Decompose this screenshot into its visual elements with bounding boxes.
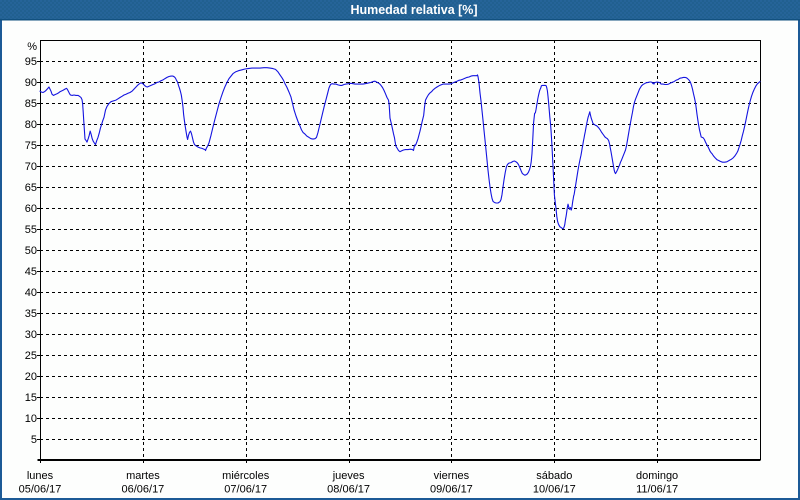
svg-text:75: 75 [25,140,37,152]
svg-text:11/06/17: 11/06/17 [636,484,678,496]
svg-text:lunes: lunes [27,470,54,482]
svg-text:40: 40 [25,287,37,299]
svg-text:35: 35 [25,308,37,320]
svg-text:95: 95 [25,56,37,68]
svg-text:20: 20 [25,371,37,383]
svg-text:jueves: jueves [332,470,365,482]
svg-text:10/06/17: 10/06/17 [533,484,576,496]
svg-text:85: 85 [25,98,37,110]
svg-text:55: 55 [25,224,37,236]
svg-text:5: 5 [31,434,37,446]
svg-text:70: 70 [25,161,37,173]
svg-text:15: 15 [25,392,37,404]
svg-text:65: 65 [25,182,37,194]
svg-text:06/06/17: 06/06/17 [121,484,164,496]
svg-text:45: 45 [25,266,37,278]
svg-text:viernes: viernes [434,470,470,482]
svg-text:sábado: sábado [536,470,572,482]
svg-text:80: 80 [25,119,37,131]
svg-text:10: 10 [25,413,37,425]
svg-text:%: % [27,41,37,53]
svg-text:25: 25 [25,350,37,362]
svg-text:50: 50 [25,245,37,257]
svg-text:90: 90 [25,77,37,89]
svg-text:05/06/17: 05/06/17 [19,484,62,496]
svg-text:domingo: domingo [636,470,678,482]
svg-text:miércoles: miércoles [222,470,270,482]
svg-text:martes: martes [126,470,160,482]
svg-text:07/06/17: 07/06/17 [224,484,267,496]
svg-text:09/06/17: 09/06/17 [430,484,473,496]
svg-text:30: 30 [25,329,37,341]
svg-text:08/06/17: 08/06/17 [327,484,370,496]
svg-text:60: 60 [25,203,37,215]
svg-text:Humedad relativa [%]: Humedad relativa [%] [350,3,477,17]
